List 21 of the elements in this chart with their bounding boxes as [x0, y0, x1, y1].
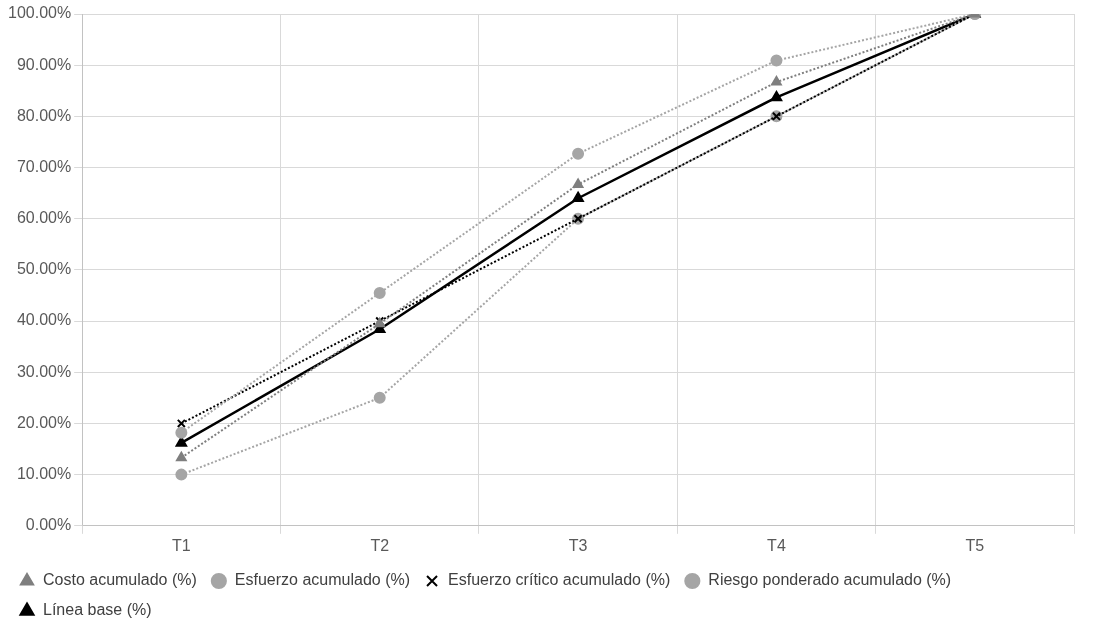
y-tick-label: 30.00% [16, 362, 72, 380]
y-tick-label: 0.00% [25, 516, 72, 534]
x-tick-label: T4 [767, 536, 786, 554]
y-tick-label: 100.00% [7, 4, 72, 22]
y-tick-label: 50.00% [16, 260, 72, 278]
x-tick-label: T3 [568, 536, 588, 554]
x-tick-label: T5 [965, 536, 985, 554]
y-tick-label: 20.00% [16, 413, 72, 431]
x-tick-label: T1 [172, 536, 191, 554]
x-tick-label: T2 [370, 536, 390, 554]
legend-label: Costo acumulado (%) [43, 571, 197, 589]
legend-label: Esfuerzo crítico acumulado (%) [448, 571, 671, 589]
y-tick-label: 90.00% [16, 55, 72, 73]
legend-label: Riesgo ponderado acumulado (%) [708, 571, 952, 589]
y-tick-label: 10.00% [16, 465, 72, 483]
y-tick-label: 80.00% [16, 106, 72, 124]
legend-label: Esfuerzo acumulado (%) [234, 571, 411, 589]
y-tick-label: 70.00% [16, 157, 72, 175]
y-tick-label: 40.00% [16, 311, 72, 329]
y-tick-label: 60.00% [16, 209, 72, 227]
legend-label: Línea base (%) [43, 601, 152, 619]
